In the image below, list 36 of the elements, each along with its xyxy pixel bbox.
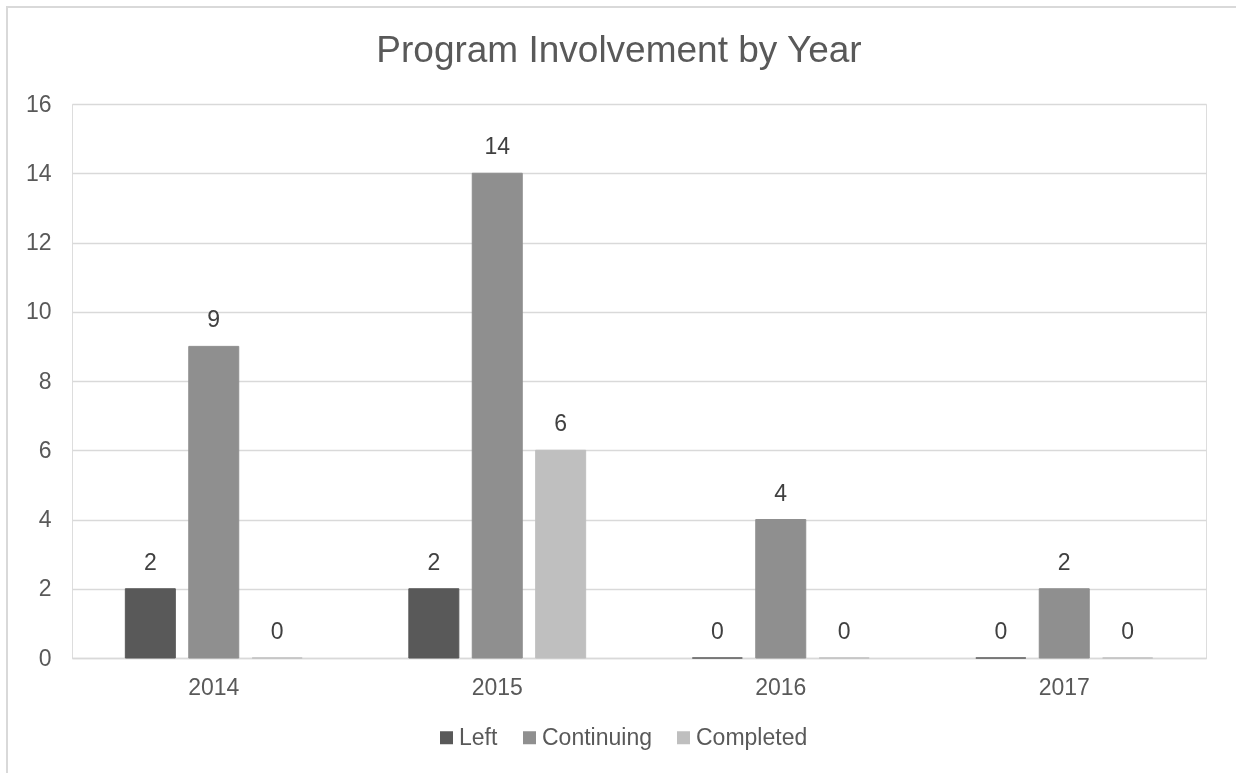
data-label: 0 bbox=[710, 618, 724, 644]
data-label: 9 bbox=[207, 306, 221, 333]
y-tick-label: 0 bbox=[38, 644, 52, 671]
y-tick-label: 8 bbox=[38, 367, 52, 394]
y-tick-label: 4 bbox=[38, 506, 52, 532]
data-label: 0 bbox=[270, 618, 284, 644]
bar bbox=[535, 449, 587, 659]
y-tick-label: 2 bbox=[38, 575, 52, 602]
y-tick-label: 10 bbox=[25, 298, 52, 325]
data-label: 2 bbox=[427, 548, 441, 575]
data-label: 14 bbox=[484, 133, 511, 160]
data-label: 6 bbox=[554, 410, 568, 437]
data-label: 0 bbox=[1121, 618, 1135, 644]
data-label: 0 bbox=[837, 618, 851, 644]
y-tick-label: 12 bbox=[25, 229, 52, 255]
data-label: 2 bbox=[1057, 548, 1071, 575]
x-tick-label: 2014 bbox=[188, 673, 240, 700]
chart-title: Program Involvement by Year bbox=[376, 29, 862, 71]
x-tick-label: 2015 bbox=[471, 673, 523, 700]
y-tick-label: 16 bbox=[25, 90, 52, 117]
legend-label: Continuing bbox=[542, 723, 652, 750]
bar bbox=[124, 588, 176, 659]
y-tick-label: 14 bbox=[25, 159, 52, 186]
x-tick-label: 2017 bbox=[1038, 673, 1090, 700]
legend-label: Left bbox=[459, 723, 498, 750]
bar bbox=[188, 345, 240, 659]
bar bbox=[408, 588, 460, 659]
x-tick-label: 2016 bbox=[755, 673, 807, 700]
data-label: 4 bbox=[774, 479, 788, 506]
bar bbox=[755, 519, 807, 659]
data-label: 0 bbox=[994, 618, 1008, 644]
legend-label: Completed bbox=[696, 723, 808, 750]
bar bbox=[471, 172, 523, 659]
y-tick-label: 6 bbox=[38, 436, 52, 463]
bar bbox=[1038, 588, 1090, 659]
data-label: 2 bbox=[143, 548, 157, 575]
